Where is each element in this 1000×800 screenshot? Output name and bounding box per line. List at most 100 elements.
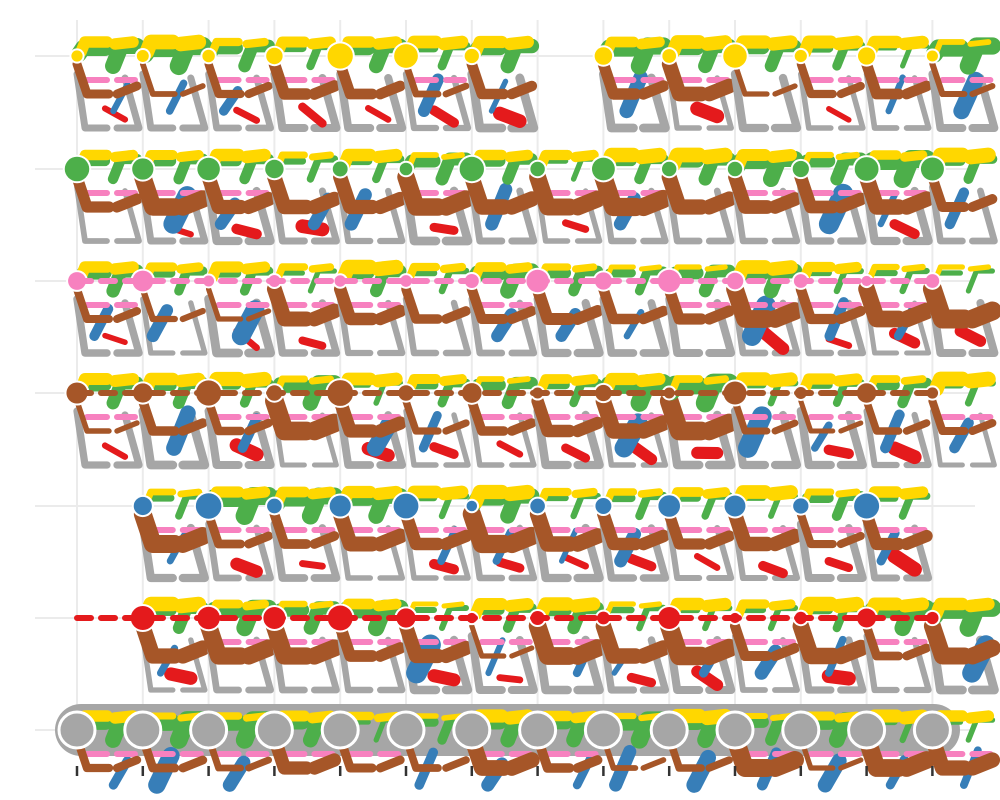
glyph-brown-line bbox=[462, 504, 541, 554]
glyph-marker bbox=[793, 498, 809, 514]
glyph-gray-line bbox=[928, 70, 999, 132]
glyph-yellow-line bbox=[208, 37, 269, 57]
glyph-marker bbox=[464, 48, 479, 64]
glyph-gray-line bbox=[929, 408, 997, 468]
glyph-gray-line bbox=[796, 520, 867, 582]
glyph-brown-line bbox=[929, 60, 996, 98]
glyph-yellow-line bbox=[336, 259, 404, 285]
glyph-brown-line bbox=[728, 170, 802, 214]
bottom-circle bbox=[847, 710, 887, 750]
bottom-circle bbox=[781, 710, 821, 750]
glyph-gray-line bbox=[139, 70, 209, 132]
glyph-gray-line bbox=[929, 183, 998, 245]
glyph-brown-line bbox=[860, 507, 933, 551]
glyph-brown-line bbox=[133, 505, 212, 553]
glyph-red-line bbox=[233, 106, 261, 124]
glyph-marker bbox=[662, 49, 677, 63]
glyph-red-line bbox=[495, 557, 525, 573]
glyph-brown-line bbox=[795, 283, 866, 325]
glyph-gray-line bbox=[467, 69, 539, 133]
glyph-yellow-line bbox=[536, 374, 599, 394]
glyph-brown-line bbox=[139, 285, 206, 323]
glyph-brown-line bbox=[402, 60, 470, 98]
glyph-yellow-line bbox=[930, 597, 995, 621]
glyph-marker bbox=[266, 47, 283, 65]
glyph-marker bbox=[197, 157, 220, 181]
bottom-circle bbox=[912, 710, 952, 750]
glyph-gray-line bbox=[140, 296, 208, 356]
glyph-yellow-line bbox=[534, 597, 601, 621]
glyph-gray-line bbox=[863, 407, 932, 469]
glyph-red-line bbox=[102, 332, 128, 346]
glyph-brown-line bbox=[402, 397, 470, 435]
glyph-red-line bbox=[298, 102, 327, 128]
glyph-gray-line bbox=[467, 631, 538, 695]
glyph-red-line bbox=[821, 668, 856, 686]
glyph-marker bbox=[133, 383, 153, 403]
glyph-red-line bbox=[101, 442, 129, 460]
glyph-marker bbox=[854, 157, 879, 181]
glyph-brown-line bbox=[861, 58, 933, 100]
glyph-marker bbox=[926, 50, 938, 62]
glyph-gray-line bbox=[204, 406, 275, 470]
glyph-yellow-line bbox=[799, 261, 862, 283]
glyph-brown-line bbox=[927, 172, 998, 212]
glyph-brown-line bbox=[333, 169, 408, 215]
glyph-marker bbox=[530, 161, 545, 177]
glyph-brown-line bbox=[528, 617, 607, 665]
glyph-brown-line bbox=[268, 58, 341, 100]
glyph-brown-line bbox=[597, 58, 670, 100]
glyph-gray-line bbox=[138, 406, 210, 470]
glyph-brown-line bbox=[796, 509, 865, 549]
bottom-circle bbox=[649, 710, 689, 750]
glyph-brown-line bbox=[139, 61, 206, 97]
glyph-gray-line bbox=[599, 295, 670, 357]
glyph-brown-line bbox=[398, 618, 474, 664]
glyph-gray-line bbox=[732, 633, 800, 693]
glyph-brown-line bbox=[659, 616, 739, 666]
glyph-yellow-line bbox=[797, 596, 865, 622]
glyph-gray-line bbox=[469, 408, 537, 468]
glyph-red-line bbox=[562, 553, 589, 570]
glyph-brown-line bbox=[858, 169, 935, 215]
glyph-brown-line bbox=[199, 617, 278, 665]
glyph-marker bbox=[723, 44, 747, 68]
glyph-marker bbox=[727, 161, 743, 177]
glyph-brown-line bbox=[333, 282, 407, 326]
glyph-brown-line bbox=[466, 283, 537, 325]
glyph-marker bbox=[595, 498, 612, 514]
glyph-brown-line bbox=[334, 620, 407, 662]
glyph-brown-line bbox=[659, 391, 739, 441]
glyph-marker bbox=[132, 270, 154, 292]
glyph-red-line bbox=[823, 444, 854, 459]
glyph-brown-line bbox=[204, 59, 273, 99]
glyph-marker bbox=[466, 500, 478, 512]
glyph-marker bbox=[658, 495, 681, 517]
glyph-blue-line bbox=[949, 417, 974, 454]
glyph-gray-line bbox=[730, 406, 802, 470]
glyph-brown-line bbox=[661, 56, 737, 102]
glyph-red-line bbox=[429, 222, 459, 235]
glyph-brown-line bbox=[134, 168, 212, 216]
glyph-gray-line bbox=[403, 408, 471, 468]
glyph-red-line bbox=[626, 553, 657, 572]
glyph-gray-line bbox=[796, 406, 867, 470]
glyph-marker bbox=[794, 49, 807, 63]
glyph-marker bbox=[594, 47, 613, 65]
glyph-marker bbox=[327, 43, 353, 69]
glyph-brown-line bbox=[729, 620, 801, 662]
glyph-marker bbox=[202, 49, 215, 63]
glyph-brown-line bbox=[531, 394, 604, 438]
glyph-brown-line bbox=[265, 617, 344, 665]
glyph-yellow-line bbox=[669, 375, 730, 393]
glyph-brown-line bbox=[333, 394, 407, 438]
glyph-marker bbox=[136, 50, 149, 62]
glyph-marker bbox=[329, 495, 351, 517]
glyph-marker bbox=[64, 156, 90, 182]
glyph-brown-line bbox=[663, 283, 735, 325]
glyph-yellow-line bbox=[207, 261, 271, 283]
glyph-red-line bbox=[756, 325, 790, 356]
glyph-red-line bbox=[230, 557, 263, 578]
glyph-brown-line bbox=[266, 281, 342, 327]
